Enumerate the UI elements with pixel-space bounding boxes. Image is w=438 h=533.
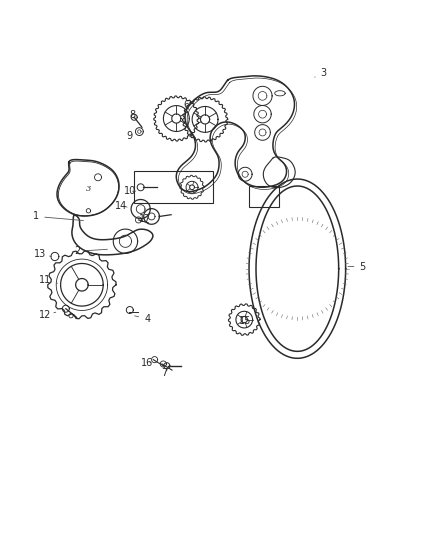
Text: 2: 2 <box>74 246 107 256</box>
Text: 15: 15 <box>239 316 251 326</box>
Text: 7: 7 <box>162 368 168 378</box>
Text: 16: 16 <box>141 358 153 368</box>
Text: 17: 17 <box>139 214 151 224</box>
Text: 5: 5 <box>348 262 366 271</box>
Text: 8: 8 <box>129 110 135 120</box>
Text: 13: 13 <box>35 249 51 260</box>
Text: 1: 1 <box>33 212 84 221</box>
Text: 6: 6 <box>183 100 189 110</box>
Text: 9: 9 <box>127 131 133 141</box>
Text: 3: 3 <box>315 68 326 78</box>
Text: 12: 12 <box>39 310 56 320</box>
Text: 3: 3 <box>86 185 91 193</box>
Text: 11: 11 <box>39 276 57 286</box>
Text: 14: 14 <box>115 200 127 211</box>
Text: 10: 10 <box>124 186 136 196</box>
Text: 4: 4 <box>134 314 150 324</box>
